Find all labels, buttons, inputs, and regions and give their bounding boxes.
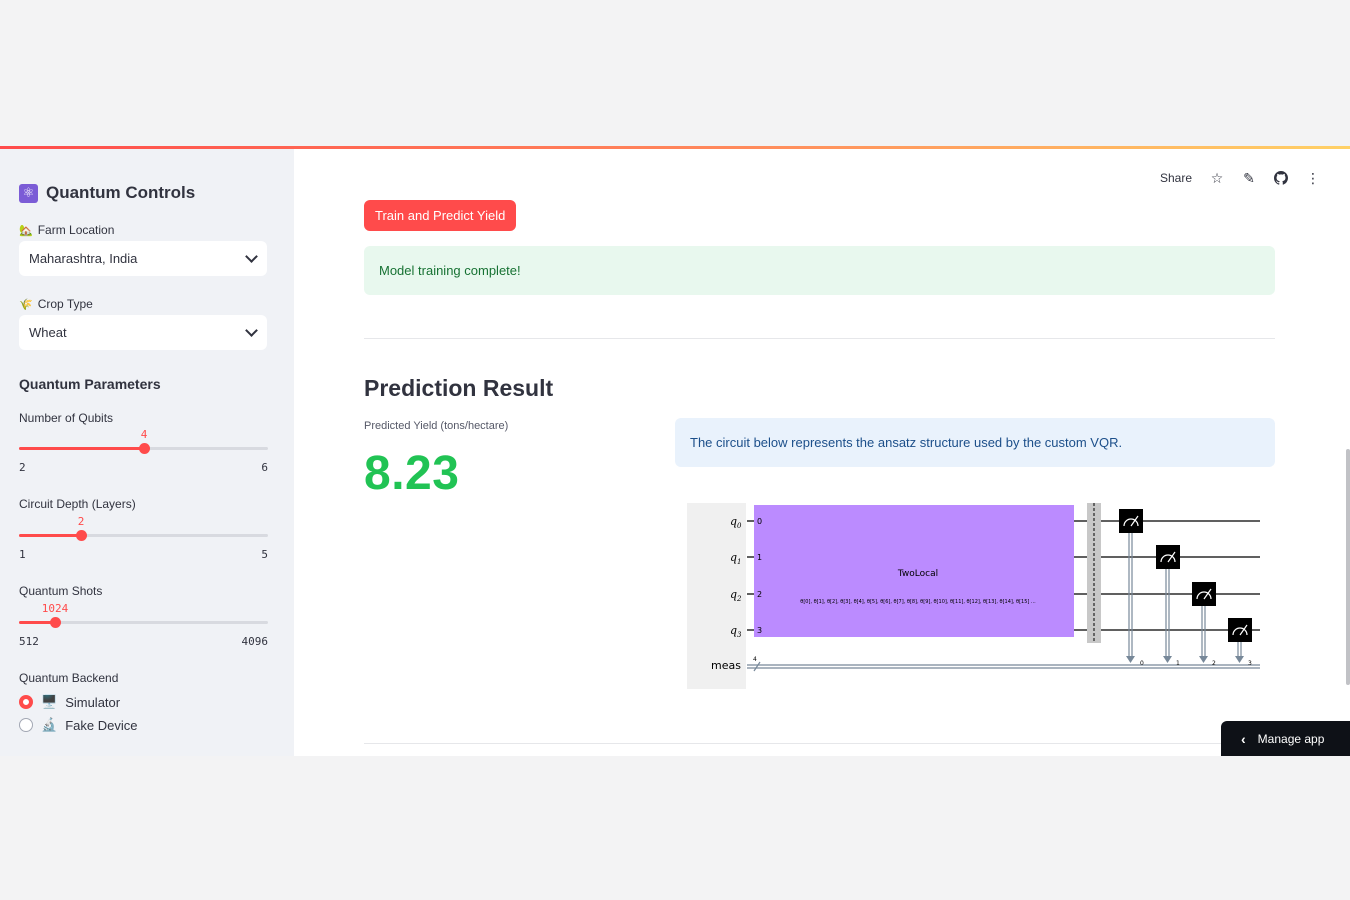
slider-thumb[interactable] [139, 443, 150, 454]
farm-emoji-icon: 🏡 [19, 224, 33, 237]
circuit-diagram: q0 q1 q2 q3 meas 4 0 1 2 3 TwoLocal θ[0]… [687, 503, 1260, 689]
manage-app-button[interactable]: ‹ Manage app [1221, 721, 1350, 756]
classical-bit-label: 0 [1140, 660, 1144, 667]
computer-emoji-icon: 🖥️ [41, 694, 58, 709]
prediction-heading: Prediction Result [364, 375, 554, 401]
meas-count: 4 [753, 656, 757, 663]
sidebar-title: ⚛ Quantum Controls [19, 183, 195, 203]
quantum-parameters-heading: Quantum Parameters [19, 376, 161, 392]
qubit-label: q2 [730, 588, 742, 603]
slider-track [19, 621, 268, 624]
shots-label: Quantum Shots [19, 584, 103, 598]
share-button[interactable]: Share [1159, 171, 1192, 185]
chevron-down-icon [245, 249, 258, 263]
measure-gate-3: 3 [1228, 618, 1252, 667]
edit-icon[interactable]: ✎ [1243, 170, 1255, 186]
app-frame: ⚛ Quantum Controls 🏡 Farm Location Mahar… [0, 146, 1350, 756]
circuit-label-bg [687, 503, 746, 689]
crop-type-value: Wheat [29, 325, 67, 340]
header-decoration [0, 146, 1350, 149]
manage-app-label: Manage app [1257, 731, 1325, 746]
measure-gate-2: 2 [1192, 582, 1216, 667]
farm-location-select[interactable]: Maharashtra, India [19, 241, 267, 276]
slider-min: 2 [19, 461, 26, 474]
divider [364, 338, 1275, 339]
divider [364, 743, 1275, 744]
gate-port-label: 3 [757, 626, 762, 635]
metric-label: Predicted Yield (tons/hectare) [364, 420, 509, 432]
gate-params: θ[0], θ[1], θ[2], θ[3], θ[4], θ[5], θ[6]… [800, 599, 1036, 605]
github-icon[interactable] [1274, 171, 1288, 185]
gate-port-label: 0 [757, 517, 762, 526]
radio-selected-icon[interactable] [19, 695, 33, 709]
more-icon[interactable]: ⋮ [1306, 170, 1320, 186]
chevron-down-icon [245, 323, 258, 337]
twolocal-gate [754, 505, 1074, 637]
classical-bit-label: 2 [1212, 660, 1216, 667]
slider-max: 5 [261, 548, 268, 561]
classical-bit-label: 3 [1248, 660, 1252, 667]
shots-slider[interactable]: 1024 512 4096 [19, 602, 269, 648]
slider-max: 4096 [241, 635, 269, 648]
slider-fill [19, 447, 144, 450]
farm-location-label-text: Farm Location [37, 223, 115, 237]
slider-fill [19, 534, 81, 537]
qubits-slider[interactable]: 4 2 6 [19, 428, 268, 474]
slider-track [19, 534, 268, 537]
metric-value: 8.23 [364, 447, 460, 500]
depth-slider[interactable]: 2 1 5 [19, 515, 268, 561]
measure-gate-1: 1 [1156, 545, 1180, 667]
slider-value: 1024 [41, 602, 69, 615]
slider-min: 512 [19, 635, 39, 648]
radio-label: Fake Device [65, 717, 138, 733]
radio-label: Simulator [65, 694, 121, 710]
sidebar-title-text: Quantum Controls [46, 183, 196, 202]
qubit-label: q3 [730, 624, 742, 639]
star-icon[interactable]: ☆ [1210, 170, 1224, 186]
depth-label: Circuit Depth (Layers) [19, 497, 136, 511]
atom-icon: ⚛ [19, 183, 38, 203]
slider-value: 4 [140, 428, 148, 441]
crop-type-label: 🌾 Crop Type [19, 297, 93, 311]
qubit-label: q1 [730, 551, 742, 566]
crop-type-select[interactable]: Wheat [19, 315, 267, 350]
crop-emoji-icon: 🌾 [19, 298, 33, 311]
slider-value: 2 [77, 515, 85, 528]
chevron-left-icon: ‹ [1241, 730, 1246, 747]
main-content: Share ☆ ✎ ⋮ Train and Predict Yield Mode… [294, 149, 1350, 756]
meas-label: meas [711, 659, 741, 672]
gate-port-label: 1 [757, 553, 762, 562]
slider-thumb[interactable] [76, 530, 87, 541]
qubits-label: Number of Qubits [19, 411, 114, 425]
gate-port-label: 2 [757, 590, 762, 599]
success-alert: Model training complete! [364, 246, 1275, 295]
sidebar: ⚛ Quantum Controls 🏡 Farm Location Mahar… [0, 149, 294, 756]
top-toolbar: Share ☆ ✎ ⋮ [1160, 171, 1320, 185]
train-predict-button[interactable]: Train and Predict Yield [364, 200, 517, 231]
backend-label: Quantum Backend [19, 671, 119, 685]
qubit-label: q0 [730, 515, 742, 530]
gate-name: TwoLocal [897, 569, 938, 579]
farm-location-label: 🏡 Farm Location [19, 223, 114, 237]
slider-max: 6 [261, 461, 268, 474]
classical-bit-label: 1 [1176, 660, 1180, 667]
slider-min: 1 [19, 548, 26, 561]
radio-unselected-icon[interactable] [19, 718, 33, 732]
farm-location-value: Maharashtra, India [29, 251, 138, 266]
radio-fake-device[interactable]: 🔬 Fake Device [19, 717, 137, 733]
crop-type-label-text: Crop Type [37, 297, 93, 311]
slider-fill [19, 621, 55, 624]
info-alert: The circuit below represents the ansatz … [675, 418, 1275, 467]
radio-simulator[interactable]: 🖥️ Simulator [19, 694, 120, 710]
slider-thumb[interactable] [50, 617, 61, 628]
measure-gate-0: 0 [1119, 509, 1144, 667]
microscope-emoji-icon: 🔬 [41, 717, 58, 732]
scrollbar[interactable] [1346, 449, 1350, 685]
